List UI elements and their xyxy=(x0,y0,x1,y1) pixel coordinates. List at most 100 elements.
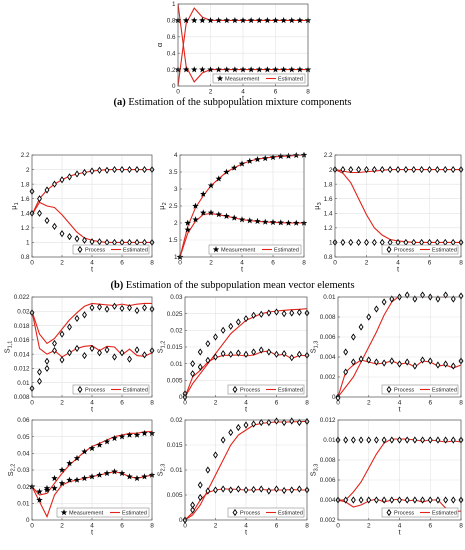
process-point xyxy=(220,326,226,334)
process-point xyxy=(443,291,449,299)
process-point xyxy=(127,165,132,174)
measurement-point xyxy=(96,471,103,478)
measurement-point xyxy=(262,218,269,225)
process-point xyxy=(358,436,364,444)
y-tick-label: 3.5 xyxy=(169,169,178,176)
process-point xyxy=(356,165,362,174)
y-tick-label: 0.01 xyxy=(323,437,336,444)
legend: Process Estimated xyxy=(381,244,459,255)
measurement-point xyxy=(269,218,277,226)
process-point xyxy=(389,295,395,303)
y-tick-label: 0.002 xyxy=(320,517,336,524)
process-point xyxy=(403,238,409,247)
x-tick-label: 0 xyxy=(176,89,180,96)
process-point xyxy=(274,485,279,493)
chart-mu1: 0 2 4 6 8 0.8 1 1.2 1.4 1.6 1.8 2 2.2 t μ1 Process Estim… xyxy=(9,152,155,274)
caption-b-tag: (b) xyxy=(110,280,124,291)
process-point xyxy=(97,166,102,174)
legend-label-markers: Process xyxy=(240,511,260,517)
y-tick-label: 0.005 xyxy=(167,492,183,499)
y-tick-label: 1.2 xyxy=(21,225,30,232)
process-point xyxy=(52,346,57,355)
process-point xyxy=(134,346,140,354)
x-tick-label: 2 xyxy=(214,400,218,407)
process-point xyxy=(379,238,385,247)
process-point xyxy=(251,485,257,494)
process-point xyxy=(243,315,249,323)
y-axis-label: μ1 xyxy=(9,202,20,209)
measurement-point xyxy=(239,66,247,73)
x-tick-label: 2 xyxy=(60,523,64,530)
process-point xyxy=(389,496,395,504)
x-axis-label: t xyxy=(91,528,94,537)
legend: Measurement Estimated xyxy=(208,244,302,255)
x-tick-label: 8 xyxy=(305,400,309,407)
y-tick-label: 1 xyxy=(329,240,333,247)
process-point xyxy=(142,304,147,312)
legend: Process Estimated xyxy=(381,507,459,518)
process-point xyxy=(403,165,409,174)
measurement-point xyxy=(280,17,287,24)
x-axis-label: t xyxy=(245,528,248,537)
process-point xyxy=(373,305,379,313)
y-tick-label: 0.008 xyxy=(320,457,336,464)
y-tick-label: 1 xyxy=(174,254,178,261)
measurement-point xyxy=(192,216,199,223)
process-point xyxy=(296,350,302,358)
process-point xyxy=(52,180,57,188)
legend-marker-icon xyxy=(60,509,68,516)
measurement-point xyxy=(184,226,191,233)
process-point xyxy=(37,368,42,376)
process-point xyxy=(274,350,279,358)
measurement-point xyxy=(254,217,261,225)
process-point xyxy=(350,358,356,366)
x-tick-label: 8 xyxy=(459,523,463,530)
x-tick-label: 0 xyxy=(333,260,337,267)
y-tick-label: 0.016 xyxy=(14,337,30,344)
process-point xyxy=(289,417,295,425)
process-point xyxy=(373,496,379,504)
x-axis-label: t xyxy=(245,405,248,414)
y-tick-label: 0.014 xyxy=(14,351,30,358)
legend-label-line: Estimated xyxy=(432,388,457,394)
caption-b-text: Estimation of the subpopulation mean vec… xyxy=(123,280,355,291)
legend-marker-icon xyxy=(216,75,224,82)
measurement-point xyxy=(223,66,230,73)
legend-marker-icon xyxy=(232,508,238,517)
process-point xyxy=(434,238,440,247)
process-point xyxy=(119,304,125,313)
x-tick-label: 8 xyxy=(302,260,306,267)
caption-a-text: Estimation of the subpopulation mixture … xyxy=(125,97,352,108)
x-tick-label: 6 xyxy=(120,523,124,530)
y-axis-label: S1,1 xyxy=(3,341,14,354)
y-tick-label: 0.015 xyxy=(167,442,183,449)
x-tick-label: 2 xyxy=(60,260,64,267)
legend: Measurement Estimated xyxy=(56,507,150,518)
measurement-point xyxy=(247,66,255,73)
process-point xyxy=(243,421,249,429)
process-point xyxy=(142,165,147,174)
x-tick-label: 6 xyxy=(275,400,279,407)
process-point xyxy=(420,496,426,504)
measurement-point xyxy=(285,219,292,226)
process-point xyxy=(205,340,211,348)
legend-marker-icon xyxy=(386,385,392,394)
y-tick-label: 2.2 xyxy=(324,152,333,159)
process-point xyxy=(205,487,211,495)
process-point xyxy=(44,364,50,373)
process-point xyxy=(97,303,102,311)
measurement-point xyxy=(51,484,58,492)
measurement-point xyxy=(215,17,222,24)
process-point xyxy=(412,436,418,444)
measurement-point xyxy=(280,66,287,73)
measurement-point xyxy=(58,466,66,473)
process-point xyxy=(364,238,369,247)
process-point xyxy=(343,436,349,444)
process-point xyxy=(343,496,349,504)
process-point xyxy=(213,486,218,494)
y-tick-label: 2 xyxy=(26,167,30,174)
y-tick-label: 1.5 xyxy=(169,237,178,244)
measurement-point xyxy=(256,17,263,24)
process-point xyxy=(404,496,410,504)
y-axis-label: μ3 xyxy=(312,202,323,209)
